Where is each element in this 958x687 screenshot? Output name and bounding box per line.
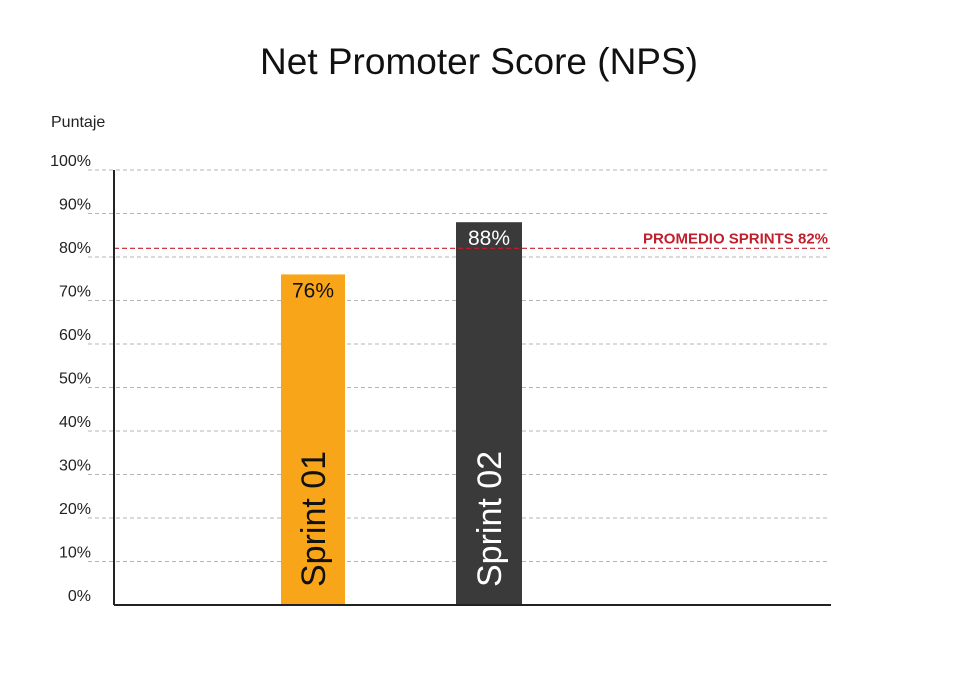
y-tick-label: 70% [59, 284, 91, 301]
y-tick-label: 100% [50, 153, 91, 170]
y-tick-label: 40% [59, 414, 91, 431]
reference-line-label: PROMEDIO SPRINTS 82% [643, 230, 828, 247]
y-tick-label: 0% [68, 588, 91, 605]
bar-category-label: Sprint 02 [471, 451, 509, 587]
y-axis-ticks: 0% 10% 20% 30% 40% 50% 60% 70% 80% 90% 100% [50, 153, 91, 605]
y-tick-label: 60% [59, 327, 91, 344]
axes [113, 170, 831, 606]
reference-line-group: PROMEDIO SPRINTS 82% [114, 230, 830, 249]
y-tick-label: 20% [59, 501, 91, 518]
bar [456, 222, 522, 605]
y-axis-label: Puntaje [51, 114, 105, 131]
bars: 76% Sprint 01 88% Sprint 02 [281, 222, 522, 605]
y-tick-label: 10% [59, 545, 91, 562]
bar-value-label: 76% [292, 279, 334, 302]
bar [281, 274, 345, 605]
bar-value-label: 88% [468, 227, 510, 250]
y-tick-label: 30% [59, 458, 91, 475]
y-tick-label: 90% [59, 197, 91, 214]
bar-category-label: Sprint 01 [295, 451, 333, 587]
chart-title: Net Promoter Score (NPS) [260, 41, 698, 82]
y-tick-label: 80% [59, 240, 91, 257]
y-tick-label: 50% [59, 371, 91, 388]
